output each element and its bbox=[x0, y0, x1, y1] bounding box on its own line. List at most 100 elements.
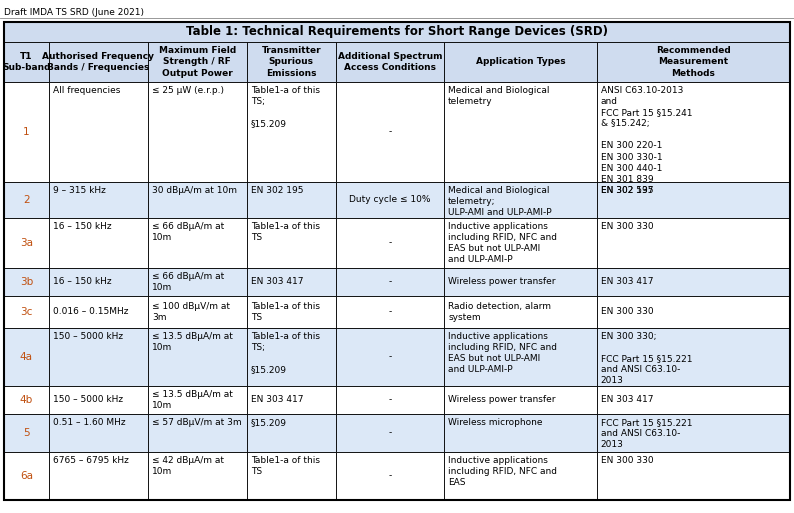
Text: Authorised Frequency
Bands / Frequencies: Authorised Frequency Bands / Frequencies bbox=[42, 52, 154, 72]
Text: ≤ 25 μW (e.r.p.): ≤ 25 μW (e.r.p.) bbox=[152, 86, 224, 95]
Bar bbox=[596, 414, 790, 452]
Bar bbox=[336, 414, 444, 452]
Text: Table 1: Technical Requirements for Short Range Devices (SRD): Table 1: Technical Requirements for Shor… bbox=[186, 26, 608, 38]
Bar bbox=[4, 42, 48, 82]
Bar bbox=[596, 386, 790, 414]
Text: 16 – 150 kHz: 16 – 150 kHz bbox=[53, 222, 111, 231]
Text: ≤ 13.5 dBμA/m at
10m: ≤ 13.5 dBμA/m at 10m bbox=[152, 332, 233, 352]
Text: EN 300 330: EN 300 330 bbox=[600, 307, 653, 317]
Bar bbox=[336, 452, 444, 500]
Text: 16 – 150 kHz: 16 – 150 kHz bbox=[53, 278, 111, 286]
Text: Wireless power transfer: Wireless power transfer bbox=[448, 278, 556, 286]
Bar bbox=[336, 296, 444, 328]
Text: Table1-a of this
TS: Table1-a of this TS bbox=[251, 302, 320, 322]
Bar bbox=[48, 296, 148, 328]
Bar bbox=[48, 218, 148, 268]
Bar bbox=[444, 414, 596, 452]
Bar bbox=[444, 296, 596, 328]
Text: ANSI C63.10-2013
and
FCC Part 15 §15.241
& §15.242;

EN 300 220-1
EN 300 330-1
E: ANSI C63.10-2013 and FCC Part 15 §15.241… bbox=[600, 86, 692, 195]
Bar bbox=[444, 42, 596, 82]
Bar bbox=[148, 414, 247, 452]
Text: 150 – 5000 kHz: 150 – 5000 kHz bbox=[53, 332, 123, 341]
Bar bbox=[247, 42, 336, 82]
Text: 3b: 3b bbox=[20, 277, 33, 287]
Bar bbox=[4, 22, 790, 42]
Bar bbox=[444, 328, 596, 386]
Bar bbox=[48, 268, 148, 296]
Text: 6a: 6a bbox=[20, 471, 33, 481]
Text: ≤ 42 dBμA/m at
10m: ≤ 42 dBμA/m at 10m bbox=[152, 456, 224, 476]
Bar bbox=[596, 268, 790, 296]
Bar bbox=[336, 42, 444, 82]
Bar bbox=[4, 452, 48, 500]
Text: EN 303 417: EN 303 417 bbox=[600, 396, 653, 404]
Text: Maximum Field
Strength / RF
Output Power: Maximum Field Strength / RF Output Power bbox=[159, 46, 236, 77]
Bar bbox=[336, 82, 444, 182]
Bar bbox=[247, 268, 336, 296]
Bar bbox=[247, 328, 336, 386]
Bar bbox=[444, 218, 596, 268]
Text: -: - bbox=[388, 352, 391, 362]
Text: 4b: 4b bbox=[20, 395, 33, 405]
Text: ≤ 66 dBμA/m at
10m: ≤ 66 dBμA/m at 10m bbox=[152, 222, 224, 242]
Text: Wireless power transfer: Wireless power transfer bbox=[448, 396, 556, 404]
Text: -: - bbox=[388, 428, 391, 438]
Bar bbox=[48, 82, 148, 182]
Text: 4a: 4a bbox=[20, 352, 33, 362]
Bar bbox=[596, 296, 790, 328]
Bar bbox=[444, 182, 596, 218]
Bar bbox=[48, 414, 148, 452]
Bar bbox=[596, 42, 790, 82]
Text: Inductive applications
including RFID, NFC and
EAS but not ULP-AMI
and ULP-AMI-P: Inductive applications including RFID, N… bbox=[448, 222, 557, 264]
Bar bbox=[4, 328, 48, 386]
Bar bbox=[247, 218, 336, 268]
Bar bbox=[148, 218, 247, 268]
Text: 150 – 5000 kHz: 150 – 5000 kHz bbox=[53, 396, 123, 404]
Bar bbox=[148, 42, 247, 82]
Bar bbox=[596, 452, 790, 500]
Text: Table1-a of this
TS;

§15.209: Table1-a of this TS; §15.209 bbox=[251, 86, 320, 128]
Bar bbox=[247, 296, 336, 328]
Text: -: - bbox=[388, 278, 391, 286]
Text: T1
Sub-band: T1 Sub-band bbox=[2, 52, 51, 72]
Text: Inductive applications
including RFID, NFC and
EAS: Inductive applications including RFID, N… bbox=[448, 456, 557, 487]
Bar bbox=[247, 452, 336, 500]
Text: Medical and Biological
telemetry;
ULP-AMI and ULP-AMI-P: Medical and Biological telemetry; ULP-AM… bbox=[448, 186, 552, 217]
Bar bbox=[4, 296, 48, 328]
Text: Transmitter
Spurious
Emissions: Transmitter Spurious Emissions bbox=[261, 46, 321, 77]
Text: ≤ 100 dBμV/m at
3m: ≤ 100 dBμV/m at 3m bbox=[152, 302, 229, 322]
Text: EN 300 330: EN 300 330 bbox=[600, 222, 653, 231]
Text: 3a: 3a bbox=[20, 238, 33, 248]
Text: §15.209: §15.209 bbox=[251, 418, 287, 427]
Bar bbox=[148, 268, 247, 296]
Bar bbox=[336, 218, 444, 268]
Text: Table1-a of this
TS: Table1-a of this TS bbox=[251, 222, 320, 242]
Text: Draft IMDA TS SRD (June 2021): Draft IMDA TS SRD (June 2021) bbox=[4, 8, 144, 17]
Bar bbox=[444, 82, 596, 182]
Text: 1: 1 bbox=[23, 127, 29, 137]
Text: Wireless microphone: Wireless microphone bbox=[448, 418, 542, 427]
Bar bbox=[48, 42, 148, 82]
Bar bbox=[148, 182, 247, 218]
Text: Application Types: Application Types bbox=[476, 57, 565, 67]
Text: All frequencies: All frequencies bbox=[53, 86, 120, 95]
Bar bbox=[336, 268, 444, 296]
Text: -: - bbox=[388, 396, 391, 404]
Bar bbox=[48, 452, 148, 500]
Text: EN 302 195: EN 302 195 bbox=[251, 186, 303, 195]
Bar bbox=[4, 182, 48, 218]
Bar bbox=[148, 386, 247, 414]
Bar bbox=[444, 452, 596, 500]
Text: EN 300 330: EN 300 330 bbox=[600, 456, 653, 465]
Bar bbox=[596, 328, 790, 386]
Bar bbox=[336, 182, 444, 218]
Text: Medical and Biological
telemetry: Medical and Biological telemetry bbox=[448, 86, 549, 106]
Text: 5: 5 bbox=[23, 428, 29, 438]
Text: EN 303 417: EN 303 417 bbox=[600, 278, 653, 286]
Text: FCC Part 15 §15.221
and ANSI C63.10-
2013: FCC Part 15 §15.221 and ANSI C63.10- 201… bbox=[600, 418, 692, 449]
Bar bbox=[48, 182, 148, 218]
Bar bbox=[48, 328, 148, 386]
Text: Table1-a of this
TS;

§15.209: Table1-a of this TS; §15.209 bbox=[251, 332, 320, 374]
Bar bbox=[247, 82, 336, 182]
Text: 9 – 315 kHz: 9 – 315 kHz bbox=[53, 186, 106, 195]
